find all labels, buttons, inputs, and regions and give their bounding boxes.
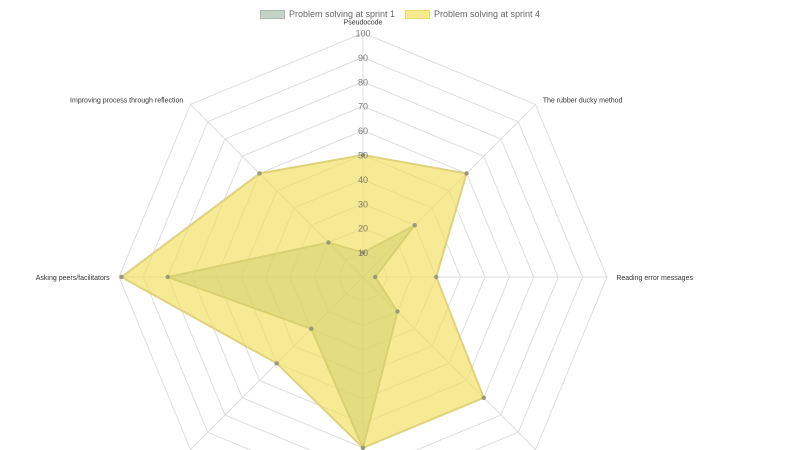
grid-ring: [118, 32, 608, 450]
data-point[interactable]: [360, 445, 366, 450]
grid-ring: [142, 56, 584, 450]
data-point[interactable]: [257, 171, 262, 176]
data-point[interactable]: [360, 250, 366, 255]
tick-label: 70: [358, 102, 368, 112]
grid-ring: [167, 81, 559, 450]
data-point[interactable]: [326, 240, 331, 245]
tick-label: 30: [358, 199, 368, 209]
legend-item-sprint-1[interactable]: Problem solving at sprint 1: [259, 9, 395, 19]
tick-label: 20: [358, 224, 368, 234]
tick-label: 100: [355, 29, 370, 39]
data-point[interactable]: [274, 361, 279, 366]
data-point[interactable]: [373, 274, 378, 280]
data-point[interactable]: [434, 274, 439, 280]
tick-label: 40: [358, 175, 368, 185]
axis-label: Improving process through reflection: [70, 97, 183, 104]
data-point[interactable]: [165, 274, 170, 280]
axis-label: The rubber ducky method: [543, 97, 623, 104]
data-point[interactable]: [464, 171, 469, 176]
tick-label: 60: [358, 126, 368, 136]
radar-series: [119, 152, 486, 450]
data-point[interactable]: [360, 152, 366, 158]
legend-item-sprint-4[interactable]: Problem solving at sprint 4: [405, 9, 540, 19]
tick-label: 10: [358, 248, 368, 258]
legend-label-sprint-4: Problem solving at sprint 4: [434, 9, 541, 19]
axis-label: Asking peers/facilitators: [36, 275, 110, 282]
axis-label: Reading error messages: [616, 275, 693, 282]
data-point[interactable]: [119, 274, 124, 280]
data-point[interactable]: [395, 309, 400, 314]
radar-axis-labels: Pseudocode The rubber ducky method Reading…: [36, 20, 694, 282]
data-point[interactable]: [309, 326, 314, 331]
legend-swatch-sprint-4: [405, 9, 430, 19]
tick-label: 50: [358, 151, 368, 161]
axis-label: Pseudocode: [344, 20, 383, 27]
legend-label-sprint-1: Problem solving at sprint 1: [288, 9, 395, 19]
radar-tick-labels: 10 20 30 40 50 60 70 80 90 100: [355, 29, 370, 259]
data-point[interactable]: [412, 223, 417, 228]
data-point[interactable]: [481, 395, 486, 400]
tick-label: 80: [358, 77, 368, 87]
tick-label: 90: [358, 53, 368, 63]
legend-swatch-sprint-1: [259, 9, 285, 19]
chart-legend: Problem solving at sprint 1 Problem solv…: [0, 6, 800, 22]
